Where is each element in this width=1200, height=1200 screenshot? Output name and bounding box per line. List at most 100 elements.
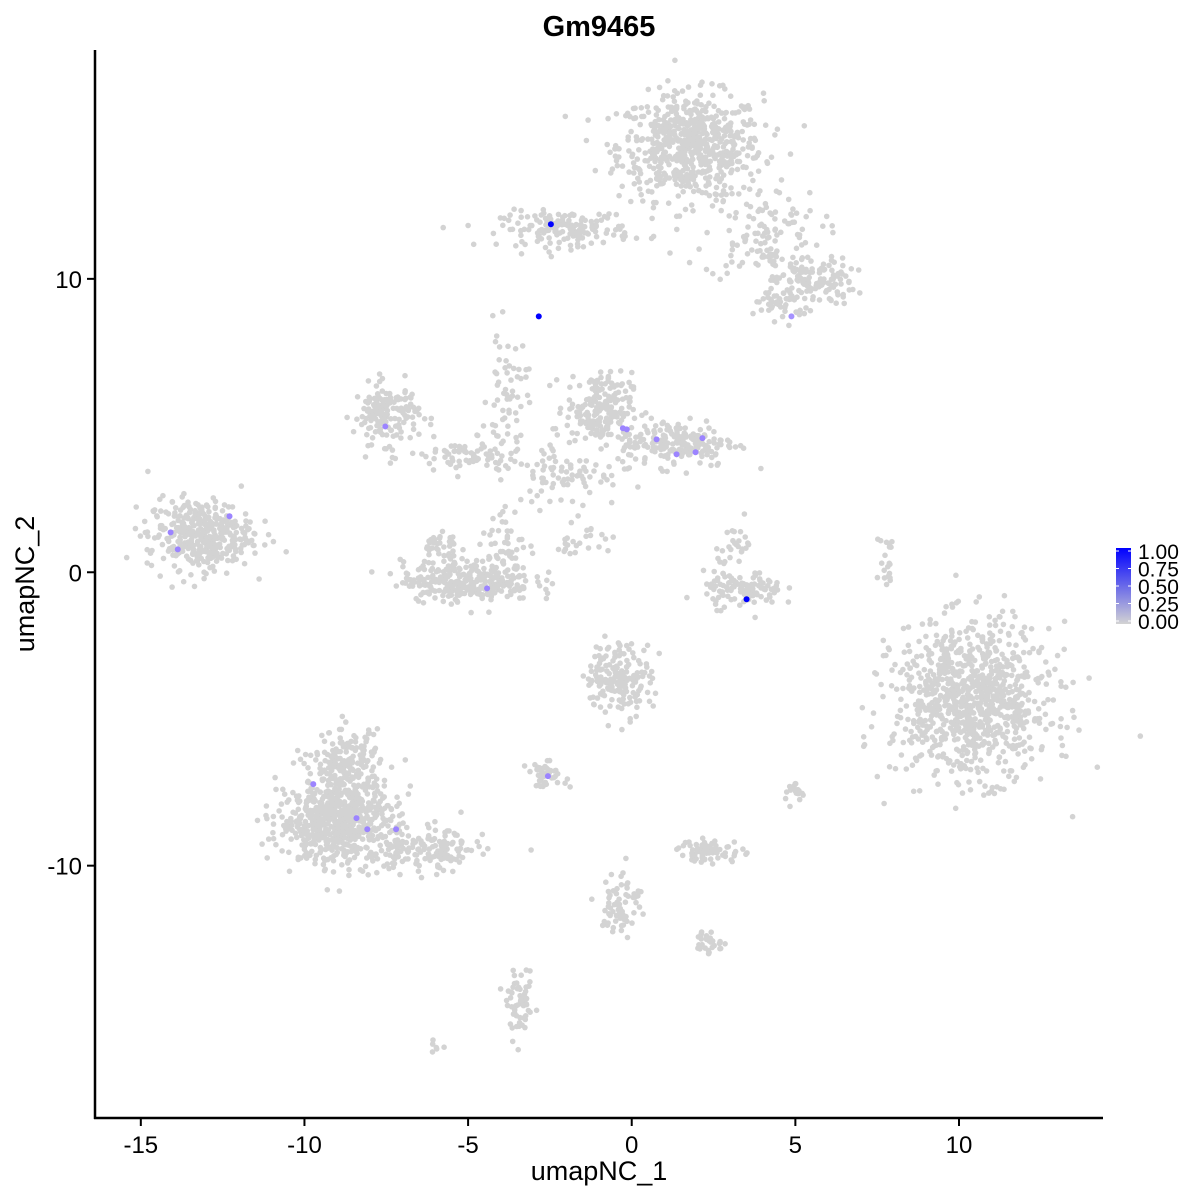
cell-point: [505, 217, 512, 224]
cell-point: [534, 238, 541, 245]
cell-point: [433, 871, 440, 878]
cell-point: [449, 583, 456, 590]
cell-point: [602, 633, 608, 639]
cell-point: [809, 296, 816, 303]
cell-point: [493, 552, 500, 559]
cell-point: [500, 222, 506, 229]
cell-point: [973, 599, 979, 605]
cell-point: [317, 789, 324, 795]
cell-point: [509, 226, 516, 233]
cell-point: [499, 309, 506, 315]
cell-point: [977, 757, 984, 763]
cell-point: [952, 700, 958, 706]
cell-point: [556, 239, 562, 246]
cell-point: [1020, 720, 1027, 726]
cell-point: [444, 573, 451, 580]
cell-point: [370, 731, 377, 738]
cell-point: [361, 781, 367, 788]
cell-point: [638, 436, 645, 443]
cell-point: [177, 537, 183, 543]
cell-point: [218, 555, 225, 561]
cell-point: [658, 165, 664, 171]
cell-point: [696, 138, 703, 145]
cell-point: [672, 119, 678, 126]
cell-point: [608, 499, 615, 506]
cell-point: [799, 226, 806, 233]
cell-point: [394, 837, 401, 843]
cell-point: [247, 519, 253, 525]
cell-point: [1009, 663, 1015, 669]
cell-point: [607, 368, 614, 375]
cell-point: [700, 122, 706, 128]
cell-point: [499, 559, 506, 565]
cell-point: [1058, 683, 1064, 689]
cell-point: [977, 694, 984, 700]
cell-point: [366, 394, 373, 401]
cell-point: [630, 650, 636, 656]
cell-point: [539, 447, 545, 454]
cell-point: [687, 415, 693, 422]
cell-point: [371, 798, 377, 804]
cell-point: [464, 558, 470, 565]
cell-point: [619, 726, 625, 733]
cell-point: [626, 465, 633, 471]
cell-point: [426, 551, 432, 558]
cell-point: [169, 544, 175, 551]
cell-point: [680, 188, 686, 195]
cell-point: [618, 411, 625, 417]
cell-point: [436, 838, 443, 845]
cell-point: [504, 528, 511, 534]
cell-point: [739, 546, 745, 552]
cell-point: [626, 169, 632, 175]
cell-point: [181, 525, 187, 531]
cell-point: [320, 861, 327, 868]
cell-point: [364, 758, 370, 765]
cell-point: [938, 655, 944, 662]
cell-point: [512, 509, 518, 515]
cell-point: [621, 651, 627, 657]
cell-point: [583, 458, 590, 464]
cell-point: [330, 857, 337, 864]
cell-point: [194, 557, 200, 564]
cell-point: [397, 871, 403, 878]
cell-point: [476, 573, 483, 579]
cell-point: [346, 857, 353, 863]
cell-point: [916, 708, 923, 714]
cell-point: [737, 442, 744, 449]
cell-point: [468, 563, 474, 570]
cell-point: [567, 242, 574, 249]
cell-point: [367, 424, 374, 431]
cell-point: [821, 279, 827, 286]
cell-point: [365, 872, 372, 878]
cell-point: [206, 533, 213, 540]
cell-point: [497, 215, 504, 221]
cell-point: [736, 263, 743, 269]
cell-point: [636, 147, 642, 153]
cell-point: [577, 458, 583, 464]
cell-point: [964, 635, 971, 641]
cell-point: [518, 251, 525, 257]
cell-point: [348, 825, 355, 831]
cell-point: [590, 701, 597, 707]
cell-point: [980, 653, 987, 660]
cell-point: [445, 563, 452, 570]
cell-point: [383, 390, 390, 397]
cell-point: [730, 139, 736, 146]
cell-point: [432, 818, 438, 825]
cell-point: [164, 535, 170, 542]
cell-point: [489, 563, 496, 569]
cell-point: [514, 563, 520, 569]
cell-point: [338, 807, 345, 814]
cell-point: [465, 847, 471, 853]
cell-point: [934, 704, 941, 710]
cell-point: [479, 584, 486, 591]
cell-point: [386, 865, 392, 872]
cell-point: [443, 449, 450, 455]
cell-point: [910, 788, 917, 795]
cell-point: [402, 389, 408, 396]
cell-point: [690, 188, 697, 195]
cell-point: [945, 710, 952, 717]
cell-point: [380, 815, 386, 822]
cell-point: [771, 261, 777, 268]
cell-point: [270, 835, 277, 842]
